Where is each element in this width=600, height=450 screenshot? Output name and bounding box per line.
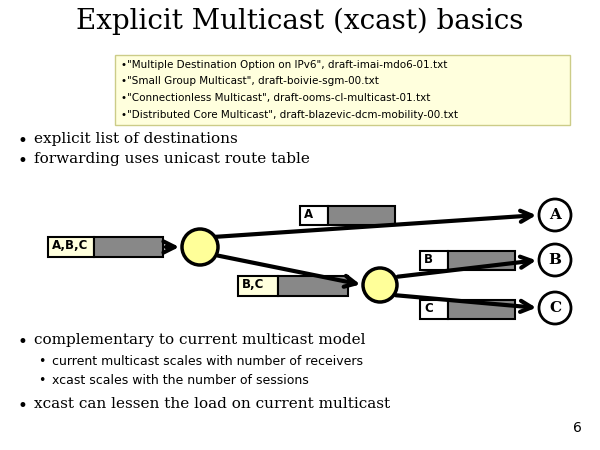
FancyBboxPatch shape xyxy=(420,251,448,270)
Text: C: C xyxy=(424,302,433,315)
Text: •: • xyxy=(18,152,28,170)
Circle shape xyxy=(363,268,397,302)
FancyBboxPatch shape xyxy=(448,251,515,270)
Text: •: • xyxy=(38,355,46,368)
FancyBboxPatch shape xyxy=(115,55,570,125)
Text: A,B,C: A,B,C xyxy=(52,239,88,252)
Text: xcast can lessen the load on current multicast: xcast can lessen the load on current mul… xyxy=(34,397,390,411)
Text: explicit list of destinations: explicit list of destinations xyxy=(34,132,238,146)
Circle shape xyxy=(539,244,571,276)
FancyBboxPatch shape xyxy=(328,206,395,225)
Circle shape xyxy=(539,199,571,231)
Text: •: • xyxy=(18,132,28,150)
FancyBboxPatch shape xyxy=(48,237,94,257)
Text: C: C xyxy=(549,301,561,315)
Text: A: A xyxy=(304,208,313,221)
Text: •: • xyxy=(18,397,28,415)
Text: complementary to current multicast model: complementary to current multicast model xyxy=(34,333,365,347)
FancyBboxPatch shape xyxy=(448,300,515,319)
Text: forwarding uses unicast route table: forwarding uses unicast route table xyxy=(34,152,310,166)
Text: •"Small Group Multicast", draft-boivie-sgm-00.txt: •"Small Group Multicast", draft-boivie-s… xyxy=(121,76,379,86)
Text: A: A xyxy=(549,208,561,222)
Text: current multicast scales with number of receivers: current multicast scales with number of … xyxy=(52,355,363,368)
Text: •"Distributed Core Multicast", draft-blazevic-dcm-mobility-00.txt: •"Distributed Core Multicast", draft-bla… xyxy=(121,109,458,120)
Circle shape xyxy=(539,292,571,324)
Text: Explicit Multicast (xcast) basics: Explicit Multicast (xcast) basics xyxy=(76,8,524,36)
Text: •"Multiple Destination Option on IPv6", draft-imai-mdo6-01.txt: •"Multiple Destination Option on IPv6", … xyxy=(121,60,448,70)
Text: B,C: B,C xyxy=(242,278,265,291)
FancyBboxPatch shape xyxy=(420,300,448,319)
Text: 6: 6 xyxy=(573,421,582,435)
Text: •: • xyxy=(38,374,46,387)
Circle shape xyxy=(182,229,218,265)
Text: •"Connectionless Multicast", draft-ooms-cl-multicast-01.txt: •"Connectionless Multicast", draft-ooms-… xyxy=(121,93,430,103)
FancyBboxPatch shape xyxy=(238,276,278,296)
Text: B: B xyxy=(424,253,433,266)
Text: xcast scales with the number of sessions: xcast scales with the number of sessions xyxy=(52,374,309,387)
FancyBboxPatch shape xyxy=(278,276,348,296)
FancyBboxPatch shape xyxy=(94,237,163,257)
FancyBboxPatch shape xyxy=(300,206,328,225)
Text: •: • xyxy=(18,333,28,351)
Text: B: B xyxy=(548,253,562,267)
